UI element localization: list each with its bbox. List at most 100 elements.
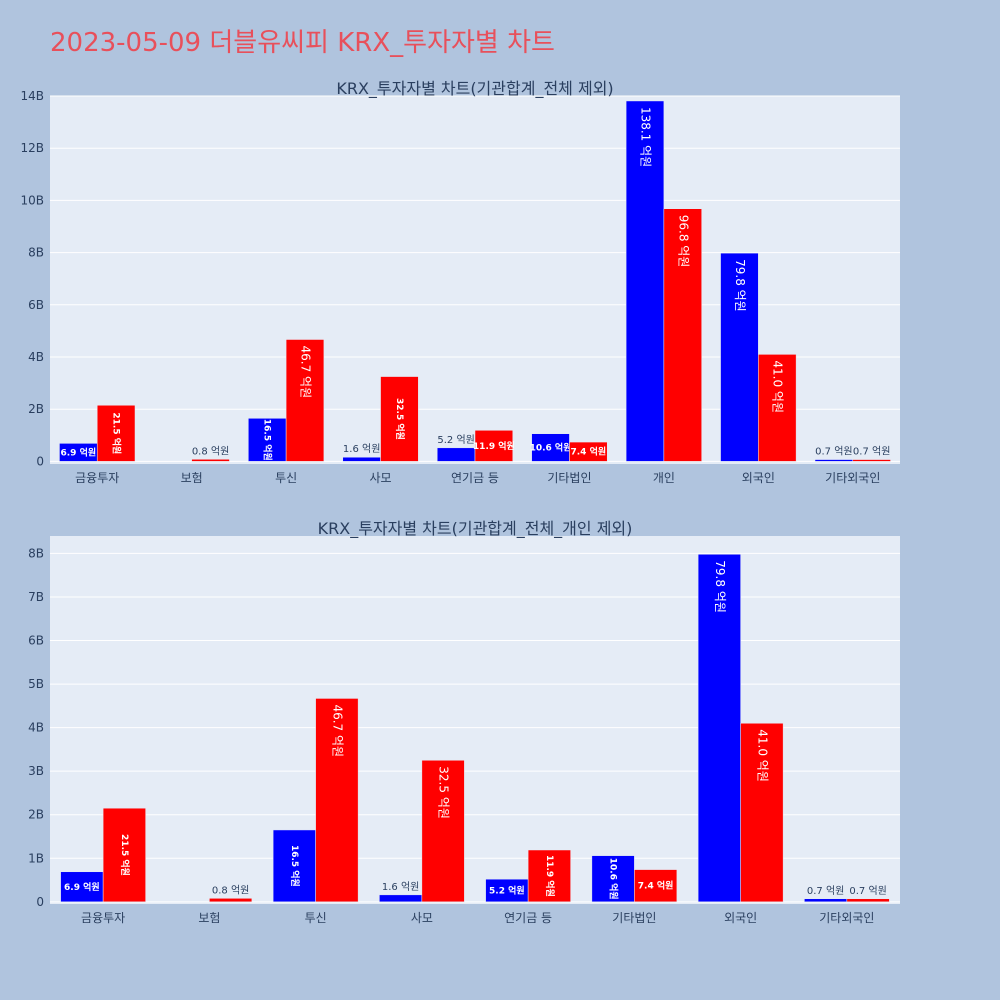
bar-blue — [697, 554, 741, 903]
data-label: 16.5 억원 — [262, 419, 274, 461]
x-tick-label: 연기금 등 — [504, 911, 552, 925]
data-label: 5.2 억원 — [437, 434, 474, 446]
data-label: 1.6 억원 — [343, 443, 380, 455]
y-tick-label: 0 — [36, 454, 44, 468]
y-tick-label: 2B — [28, 808, 44, 822]
data-label: 21.5 억원 — [111, 412, 123, 454]
x-tick-label: 투신 — [275, 471, 297, 485]
data-label: 11.9 억원 — [544, 855, 556, 897]
data-label: 0.8 억원 — [192, 445, 229, 457]
chart-top: 0 2B 4B 6B 8B 10B 12B 14B KRX_투자자별 차트(기관합계_전체 제외… — [20, 79, 900, 485]
data-label: 32.5 억원 — [437, 766, 451, 819]
bar-blue — [379, 894, 423, 903]
data-label: 41.0 억원 — [771, 360, 785, 413]
bar-red — [474, 430, 514, 462]
bar-red — [209, 898, 253, 903]
data-label: 41.0 억원 — [755, 729, 769, 782]
y-tick-label: 2B — [28, 402, 44, 416]
y-tick-label: 1B — [28, 851, 44, 865]
y-tick-label: 7B — [28, 590, 44, 604]
x-tick-label: 금융투자 — [81, 911, 125, 925]
y-tick-label: 8B — [28, 246, 44, 260]
bar-blue — [531, 433, 570, 462]
data-label: 5.2 억원 — [489, 884, 525, 896]
bar-blue — [804, 898, 848, 903]
chart-title: KRX_투자자별 차트(기관합계_전체 제외) — [336, 79, 613, 99]
x-tick-label: 사모 — [411, 911, 433, 925]
x-tick-label: 개인 — [653, 471, 675, 485]
data-label: 6.9 억원 — [64, 881, 100, 893]
data-label: 79.8 억원 — [733, 259, 747, 312]
data-label: 7.4 억원 — [638, 880, 674, 892]
bar-red — [852, 459, 891, 462]
x-tick-label: 기타법인 — [547, 471, 591, 485]
bar-red — [102, 807, 146, 903]
data-label: 0.7 억원 — [849, 885, 886, 897]
bar-red — [191, 459, 230, 462]
chart-bottom: 0 1B 2B 3B 4B 5B 6B 7B 8B KRX_투자자별 차트(기관합계_전체_개인 … — [28, 519, 900, 925]
data-label: 0.8 억원 — [212, 884, 249, 896]
bar-red — [846, 898, 890, 903]
data-label: 0.7 억원 — [807, 885, 844, 897]
data-label: 79.8 억원 — [713, 560, 727, 613]
data-label: 96.8 억원 — [676, 215, 690, 268]
data-label: 6.9 억원 — [61, 446, 97, 458]
x-tick-label: 외국인 — [724, 911, 757, 925]
x-tick-label: 기타법인 — [612, 911, 656, 925]
data-label: 21.5 억원 — [119, 834, 131, 876]
bar-red — [663, 208, 702, 462]
bar-red — [421, 760, 465, 903]
x-tick-label: 보험 — [181, 471, 203, 485]
bar-red — [315, 698, 359, 903]
y-tick-label: 4B — [28, 350, 44, 364]
y-tick-label: 8B — [28, 546, 44, 560]
page-title: 2023-05-09 더블유씨피 KRX_투자자별 차트 — [50, 28, 555, 58]
y-tick-label: 12B — [20, 141, 44, 155]
data-label: 7.4 억원 — [571, 446, 607, 458]
bar-blue — [591, 855, 635, 903]
data-label: 16.5 억원 — [289, 845, 301, 887]
bar-blue — [814, 459, 854, 462]
x-tick-label: 외국인 — [742, 471, 775, 485]
data-label: 46.7 억원 — [299, 346, 313, 399]
bar-blue — [436, 447, 476, 462]
x-tick-label: 사모 — [370, 471, 392, 485]
data-label: 1.6 억원 — [382, 881, 419, 893]
x-tick-label: 기타외국인 — [819, 911, 874, 925]
y-tick-label: 6B — [28, 634, 44, 648]
bar-blue — [342, 456, 381, 462]
y-tick-label: 4B — [28, 721, 44, 735]
data-label: 10.6 억원 — [530, 442, 572, 454]
bar-red — [740, 723, 784, 903]
bar-blue — [720, 252, 759, 462]
bar-red — [634, 869, 678, 903]
y-tick-label: 3B — [28, 764, 44, 778]
y-tick-label: 5B — [28, 677, 44, 691]
bar-blue — [625, 100, 665, 462]
y-tick-label: 10B — [20, 193, 44, 207]
bar-red — [380, 376, 419, 462]
y-tick-label: 0 — [36, 895, 44, 909]
bar-blue — [272, 829, 316, 903]
chart-title: KRX_투자자별 차트(기관합계_전체_개인 제외) — [318, 519, 633, 539]
bar-red — [285, 339, 325, 462]
x-tick-label: 투신 — [305, 911, 327, 925]
data-label: 0.7 억원 — [815, 446, 852, 458]
data-label: 46.7 억원 — [330, 704, 344, 757]
data-label: 32.5 억원 — [394, 398, 406, 440]
data-label: 0.7 억원 — [853, 446, 890, 458]
bar-blue — [60, 871, 104, 903]
bar-red — [96, 405, 136, 462]
data-label: 11.9 억원 — [473, 440, 515, 452]
bar-red — [758, 354, 797, 462]
x-tick-label: 기타외국인 — [825, 471, 880, 485]
x-tick-label: 금융투자 — [75, 471, 119, 485]
data-label: 138.1 억원 — [639, 107, 653, 167]
y-tick-label: 6B — [28, 298, 44, 312]
x-tick-label: 보험 — [198, 911, 220, 925]
x-tick-label: 연기금 등 — [451, 471, 499, 485]
data-label: 10.6 억원 — [608, 858, 620, 900]
bar-red — [569, 441, 608, 462]
y-tick-label: 14B — [20, 89, 44, 103]
bar-red — [527, 849, 571, 903]
